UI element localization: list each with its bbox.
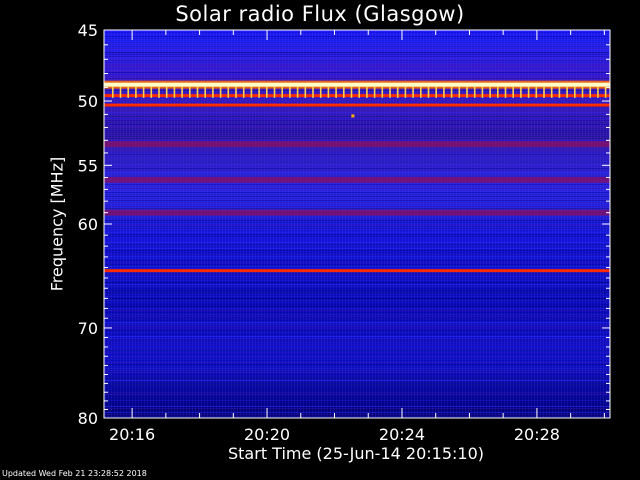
y-tick-label: 55 <box>78 156 98 175</box>
burst-mark <box>350 86 353 98</box>
burst-mark <box>219 86 222 98</box>
burst-mark <box>189 86 191 98</box>
burst-mark <box>420 86 422 98</box>
burst-mark <box>289 86 291 98</box>
burst-mark <box>366 86 368 98</box>
y-tick-label: 50 <box>78 92 98 111</box>
burst-mark <box>304 86 307 98</box>
y-tick-label: 70 <box>78 319 98 338</box>
burst-mark <box>574 86 576 98</box>
burst-mark <box>597 86 599 98</box>
burst-mark <box>427 86 430 98</box>
burst-mark <box>273 86 276 98</box>
burst-mark <box>466 86 468 98</box>
burst-mark <box>127 86 129 98</box>
burst-mark <box>335 86 337 98</box>
y-tick-label: 80 <box>78 409 98 428</box>
emission-band <box>104 269 610 273</box>
x-tick-label: 20:24 <box>379 425 425 444</box>
y-axis-label: Frequency [MHz] <box>47 156 67 292</box>
burst-mark <box>135 86 137 98</box>
burst-mark <box>235 86 237 98</box>
x-tick-label: 20:16 <box>109 425 155 444</box>
updated-timestamp: Updated Wed Feb 21 23:28:52 2018 <box>2 469 147 478</box>
burst-mark <box>497 86 499 98</box>
burst-mark <box>527 86 530 98</box>
emission-band <box>104 176 610 183</box>
burst-mark <box>212 86 214 98</box>
burst-mark <box>604 86 607 98</box>
burst-mark <box>404 86 407 98</box>
burst-mark <box>358 86 360 98</box>
burst-mark <box>327 86 330 98</box>
burst-mark <box>181 86 183 98</box>
burst-mark <box>589 86 591 98</box>
burst-mark <box>458 86 461 98</box>
spectrogram-image <box>104 30 610 418</box>
burst-mark <box>242 86 245 98</box>
burst-mark <box>296 86 299 98</box>
burst-mark <box>389 86 391 98</box>
burst-mark <box>550 86 553 98</box>
burst-mark <box>566 86 568 98</box>
burst-mark <box>435 86 437 98</box>
burst-mark <box>150 86 153 98</box>
y-tick-label: 60 <box>78 215 98 234</box>
burst-mark <box>196 86 199 98</box>
emission-band <box>104 103 610 107</box>
burst-mark <box>142 86 145 98</box>
burst-mark <box>343 86 345 98</box>
burst-mark <box>319 86 322 98</box>
y-tick-label: 45 <box>78 21 98 40</box>
burst-mark <box>512 86 514 98</box>
axes: 45 50 55 60 70 80 20:16 20:20 20:24 20:28 <box>78 21 611 444</box>
burst-mark <box>520 86 522 98</box>
burst-mark <box>258 86 260 98</box>
burst-mark <box>489 86 491 98</box>
x-tick-label: 20:20 <box>244 425 290 444</box>
burst-mark <box>481 86 484 98</box>
burst-mark <box>412 86 414 98</box>
burst-mark <box>165 86 168 98</box>
burst-mark <box>504 86 507 98</box>
burst-point <box>351 114 355 118</box>
x-tick-label: 20:28 <box>514 425 560 444</box>
x-axis-label: Start Time (25-Jun-14 20:15:10) <box>228 444 484 463</box>
burst-mark <box>227 86 230 98</box>
burst-mark <box>535 86 538 98</box>
burst-mark <box>543 86 545 98</box>
burst-mark <box>266 86 268 98</box>
burst-mark <box>312 86 314 98</box>
burst-mark <box>443 86 445 98</box>
burst-mark <box>396 86 399 98</box>
burst-mark <box>581 86 584 98</box>
emission-band <box>104 141 610 148</box>
burst-mark <box>173 86 176 98</box>
burst-mark <box>204 86 206 98</box>
burst-mark <box>112 86 114 98</box>
burst-mark <box>250 86 253 98</box>
burst-mark <box>119 86 122 98</box>
burst-mark <box>281 86 283 98</box>
emission-band <box>104 94 610 98</box>
burst-mark <box>558 86 561 98</box>
emission-band <box>104 209 610 216</box>
burst-mark <box>473 86 476 98</box>
burst-mark <box>373 86 376 98</box>
emission-band <box>104 82 610 87</box>
burst-mark <box>381 86 384 98</box>
chart-title: Solar radio Flux (Glasgow) <box>175 2 465 26</box>
burst-mark <box>158 86 160 98</box>
burst-mark <box>450 86 453 98</box>
